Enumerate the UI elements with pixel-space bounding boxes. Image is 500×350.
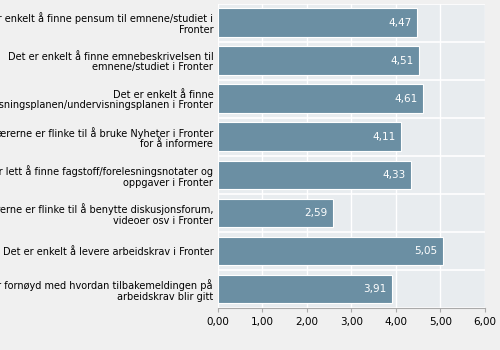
Text: 5,05: 5,05	[414, 246, 438, 256]
Bar	[218, 198, 333, 227]
Bar	[218, 8, 417, 37]
Text: 4,51: 4,51	[390, 56, 413, 65]
Text: 4,11: 4,11	[372, 132, 396, 142]
Bar	[218, 237, 442, 265]
Text: 4,47: 4,47	[388, 18, 411, 28]
Text: 4,33: 4,33	[382, 170, 405, 180]
Text: 2,59: 2,59	[304, 208, 328, 218]
Text: 3,91: 3,91	[363, 284, 386, 294]
Bar	[218, 122, 400, 151]
Bar	[218, 161, 410, 189]
Bar	[218, 275, 392, 303]
Bar	[218, 46, 418, 75]
Text: 4,61: 4,61	[394, 94, 417, 104]
Bar	[218, 84, 423, 113]
